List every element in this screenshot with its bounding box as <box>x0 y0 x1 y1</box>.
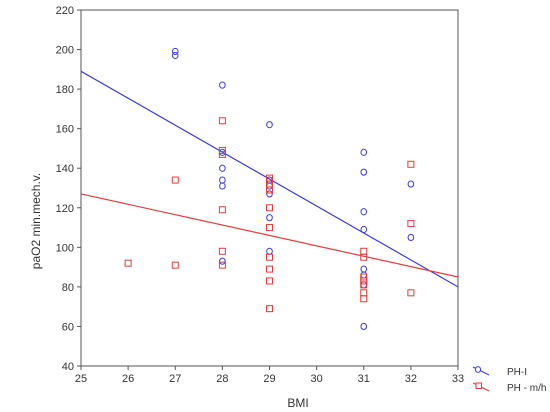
data-point <box>360 168 368 176</box>
data-point <box>218 247 226 255</box>
y-tick-label: 140 <box>56 163 74 175</box>
data-point <box>219 164 226 172</box>
data-point <box>360 281 368 289</box>
data-point <box>266 186 273 194</box>
data-point <box>266 190 273 198</box>
data-point <box>219 182 226 190</box>
data-point <box>360 253 368 261</box>
data-point <box>219 257 226 265</box>
y-tick-label: 80 <box>62 282 74 294</box>
x-tick-label: 33 <box>452 373 464 385</box>
y-tick-label: 40 <box>62 361 74 373</box>
plot-area: 25 26 27 28 29 30 31 32 33 40 60 80 100 120 140 160 180 2… <box>56 5 464 385</box>
data-point <box>407 180 415 188</box>
legend-marker <box>474 366 482 373</box>
data-point <box>266 214 273 222</box>
legend-marker <box>475 382 482 389</box>
y-tick-label: 160 <box>56 124 74 136</box>
y-tick-label: 180 <box>56 84 74 96</box>
data-point <box>266 305 273 313</box>
data-point <box>171 261 179 269</box>
data-point <box>266 204 273 212</box>
data-point <box>360 208 368 216</box>
x-tick-label: 26 <box>122 373 134 385</box>
fit-line-ph-m-h <box>81 193 458 278</box>
data-point <box>266 265 273 273</box>
data-point <box>218 117 226 125</box>
data-point <box>218 146 226 154</box>
data-point <box>407 233 415 242</box>
y-tick-label: 120 <box>56 203 74 215</box>
x-tick-label: 31 <box>358 373 370 385</box>
data-point <box>171 47 179 56</box>
x-tick-label: 28 <box>216 373 228 385</box>
y-tick-label: 100 <box>56 242 74 254</box>
legend-label: PH-I <box>507 367 527 378</box>
y-tick-label: 200 <box>56 45 74 57</box>
legend-label: PH - m/h <box>507 383 546 394</box>
x-tick-label: 32 <box>405 373 417 385</box>
data-point <box>266 224 273 232</box>
data-point <box>171 176 179 184</box>
data-point <box>360 148 368 156</box>
data-point <box>360 322 368 331</box>
data-point <box>124 259 132 267</box>
data-point <box>360 295 368 303</box>
x-tick-label: 25 <box>75 373 87 385</box>
x-axis-title: BMI <box>287 396 308 410</box>
data-point <box>218 261 226 269</box>
data-point <box>360 277 368 285</box>
data-point <box>218 206 226 214</box>
x-tick-label: 30 <box>311 373 323 385</box>
y-axis-title: paO2 min.mech.v. <box>29 173 43 269</box>
data-point <box>360 273 368 281</box>
data-point <box>219 81 226 89</box>
y-tick-label: 220 <box>56 5 74 17</box>
x-tick-label: 29 <box>263 373 275 385</box>
data-point <box>266 253 273 261</box>
data-point <box>171 51 179 60</box>
data-point <box>360 225 368 234</box>
x-tick-label: 27 <box>169 373 181 385</box>
data-point <box>407 289 415 297</box>
legend: PH-I PH - m/h <box>472 366 546 394</box>
data-point <box>218 150 226 158</box>
data-point <box>407 220 415 228</box>
fit-line-ph-i <box>81 70 458 288</box>
data-point <box>266 121 273 129</box>
data-point <box>266 277 273 285</box>
y-tick-label: 60 <box>62 321 74 333</box>
plot-frame <box>80 9 459 367</box>
data-point <box>407 160 415 168</box>
